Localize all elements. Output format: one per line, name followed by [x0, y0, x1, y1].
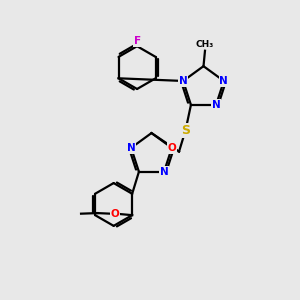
Text: S: S — [181, 124, 190, 137]
Text: F: F — [134, 36, 141, 46]
Text: N: N — [160, 167, 168, 177]
Text: N: N — [220, 76, 228, 86]
Text: N: N — [127, 143, 136, 153]
Text: N: N — [179, 76, 188, 86]
Text: CH₃: CH₃ — [196, 40, 214, 49]
Text: N: N — [212, 100, 220, 110]
Text: O: O — [111, 209, 120, 219]
Text: O: O — [167, 143, 176, 153]
